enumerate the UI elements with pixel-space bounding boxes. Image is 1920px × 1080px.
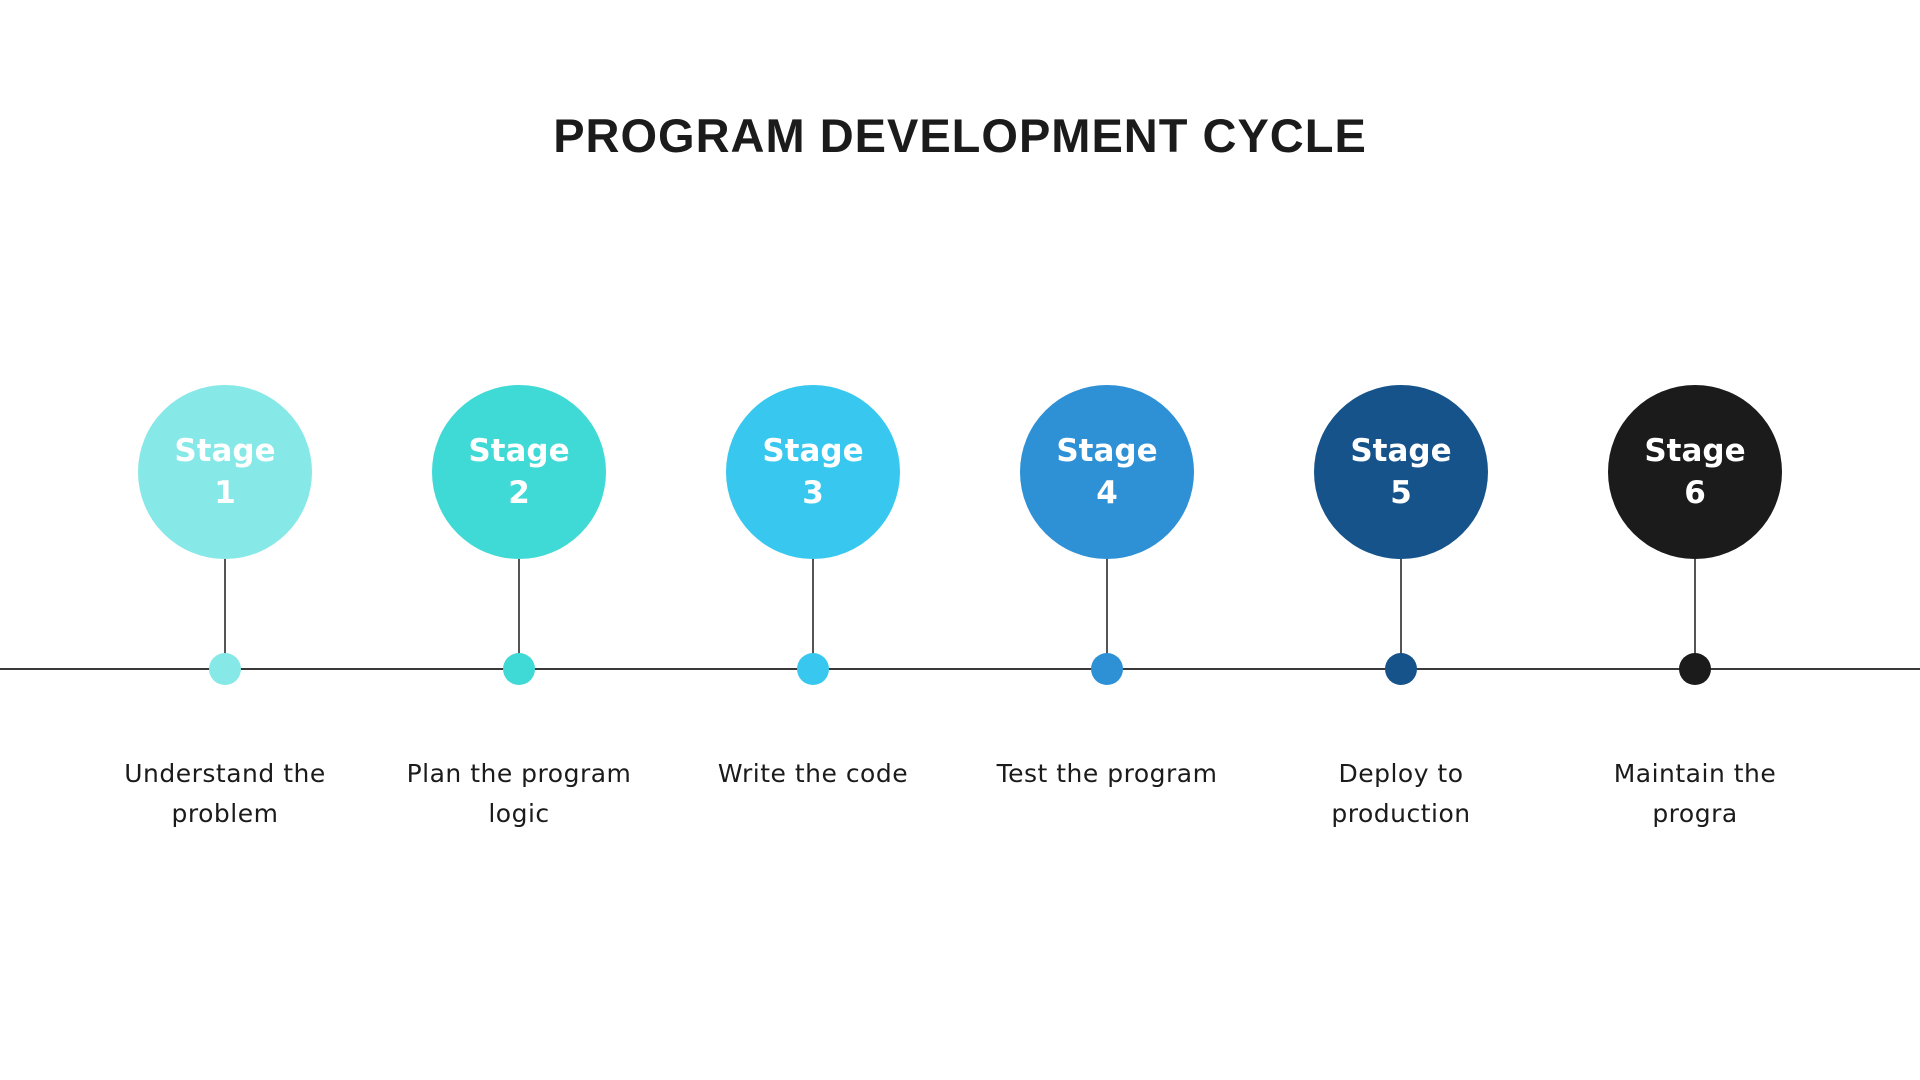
stage-label: Deploy to production (1271, 754, 1531, 834)
label-line: Maintain the (1613, 759, 1777, 788)
stage-label: Plan the program logic (389, 754, 649, 834)
label-line: logic (488, 799, 550, 828)
connector-line (1106, 559, 1108, 654)
label-line: Plan the program (406, 759, 632, 788)
timeline-dot (209, 653, 241, 685)
label-line: Test the program (996, 759, 1218, 788)
label-line: progra (1652, 799, 1738, 828)
stage-label: Write the code (683, 754, 943, 794)
stage-circle[interactable]: Stage 2 (432, 385, 606, 559)
timeline-line (0, 668, 1920, 670)
stage-word: Stage (762, 433, 864, 469)
timeline-dot (797, 653, 829, 685)
stage-word: Stage (1644, 433, 1746, 469)
label-line: Understand the (124, 759, 326, 788)
label-line: Deploy to (1338, 759, 1464, 788)
stage-label: Maintain the progra (1565, 754, 1825, 834)
label-line: problem (171, 799, 279, 828)
stage-number: 1 (214, 475, 236, 511)
stage-circle[interactable]: Stage 5 (1314, 385, 1488, 559)
timeline-dot (1091, 653, 1123, 685)
stage-number: 5 (1390, 475, 1412, 511)
stage-label: Understand the problem (95, 754, 355, 834)
label-line: production (1331, 799, 1471, 828)
stage-word: Stage (174, 433, 276, 469)
stage-label: Test the program (977, 754, 1237, 794)
stage-number: 3 (802, 475, 824, 511)
diagram-title: PROGRAM DEVELOPMENT CYCLE (553, 109, 1367, 162)
stage-circle[interactable]: Stage 4 (1020, 385, 1194, 559)
timeline-dot (1385, 653, 1417, 685)
stage-word: Stage (1350, 433, 1452, 469)
timeline-dot (1679, 653, 1711, 685)
stage-word: Stage (468, 433, 570, 469)
connector-line (224, 559, 226, 654)
connector-line (1694, 559, 1696, 654)
timeline-dot (503, 653, 535, 685)
stage-number: 4 (1096, 475, 1118, 511)
connector-line (518, 559, 520, 654)
stage-word: Stage (1056, 433, 1158, 469)
stage-number: 2 (508, 475, 530, 511)
connector-line (812, 559, 814, 654)
connector-line (1400, 559, 1402, 654)
stage-circle[interactable]: Stage 3 (726, 385, 900, 559)
stage-number: 6 (1684, 475, 1706, 511)
stage-circle[interactable]: Stage 6 (1608, 385, 1782, 559)
stage-circle[interactable]: Stage 1 (138, 385, 312, 559)
label-line: Write the code (717, 759, 909, 788)
